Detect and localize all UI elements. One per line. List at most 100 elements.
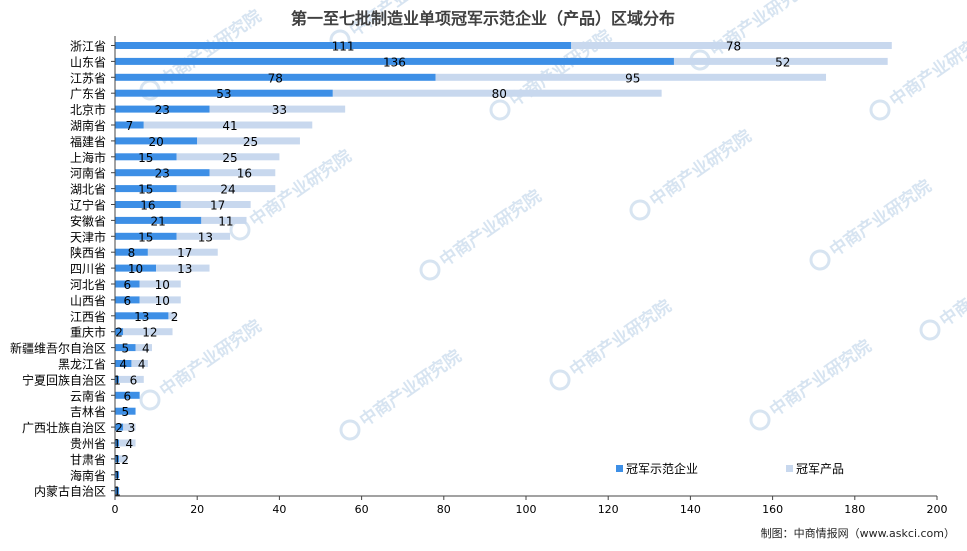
bar-enterprise bbox=[115, 471, 120, 479]
data-label-enterprise: 15 bbox=[138, 183, 153, 197]
data-label-enterprise: 15 bbox=[138, 230, 153, 244]
legend: 冠军示范企业 冠军产品 bbox=[616, 461, 844, 476]
watermark-logo-icon bbox=[919, 319, 941, 341]
bar-enterprise bbox=[115, 153, 177, 161]
x-tick-label: 140 bbox=[680, 503, 701, 516]
data-label-enterprise: 1 bbox=[113, 485, 121, 499]
data-label-enterprise: 78 bbox=[268, 71, 283, 85]
data-label-enterprise: 8 bbox=[128, 246, 136, 260]
x-tick-label: 180 bbox=[844, 503, 865, 516]
category-label: 宁夏回族自治区 bbox=[22, 372, 106, 387]
bar-product bbox=[168, 312, 177, 320]
category-label: 广东省 bbox=[70, 87, 106, 101]
bar-product bbox=[156, 264, 210, 272]
bar-product bbox=[123, 423, 136, 431]
bar-enterprise bbox=[115, 169, 210, 177]
bar-product bbox=[143, 121, 313, 129]
watermark-text: 中商产业研究院 bbox=[356, 346, 466, 431]
data-label-product: 16 bbox=[237, 167, 252, 181]
data-label-enterprise: 10 bbox=[128, 262, 143, 276]
bar-enterprise bbox=[115, 312, 169, 320]
category-label: 广西壮族自治区 bbox=[22, 421, 106, 435]
watermark-text: 中商产业研究院 bbox=[436, 186, 546, 271]
watermark-text: 中商产业研究院 bbox=[706, 0, 816, 61]
category-label: 贵州省 bbox=[70, 437, 106, 451]
category-label: 山东省 bbox=[70, 55, 106, 69]
data-label-enterprise: 23 bbox=[155, 103, 170, 117]
data-label-enterprise: 13 bbox=[134, 310, 149, 324]
watermark-mark: 中商产业研究院 bbox=[749, 336, 875, 431]
data-label-enterprise: 16 bbox=[140, 199, 155, 213]
bar-product bbox=[139, 280, 181, 288]
data-label-product: 4 bbox=[126, 437, 134, 451]
data-label-enterprise: 2 bbox=[115, 326, 123, 340]
data-label-enterprise: 2 bbox=[115, 421, 123, 435]
bar-product bbox=[139, 296, 181, 304]
x-tick-label: 60 bbox=[355, 503, 369, 516]
data-label-enterprise: 20 bbox=[148, 135, 163, 149]
bar-product bbox=[209, 105, 346, 113]
category-label: 重庆市 bbox=[70, 325, 106, 340]
data-label-enterprise: 15 bbox=[138, 151, 153, 165]
x-tick-label: 100 bbox=[516, 503, 537, 516]
bar-enterprise bbox=[115, 201, 181, 208]
data-label-product: 13 bbox=[177, 262, 192, 276]
category-label: 吉林省 bbox=[70, 405, 106, 419]
watermark-logo-icon bbox=[549, 369, 571, 391]
legend-label: 冠军示范企业 bbox=[626, 461, 698, 476]
data-label-product: 78 bbox=[726, 40, 741, 54]
watermark-text: 中商产业研究院 bbox=[566, 296, 676, 381]
watermark-mark: 中商产业研究院 bbox=[869, 26, 967, 121]
category-label: 安徽省 bbox=[70, 213, 106, 228]
watermark-mark: 中商产业研究院 bbox=[339, 346, 466, 441]
data-label-enterprise: 4 bbox=[119, 358, 127, 372]
watermark-logo-icon bbox=[809, 249, 831, 271]
category-label: 四川省 bbox=[70, 262, 106, 276]
axis-layer: 0 20 40 60 80 100 120 140 160 180 200 bbox=[112, 36, 948, 516]
category-label: 江西省 bbox=[70, 310, 106, 324]
watermark-mark: 中商产业研究院 bbox=[809, 176, 935, 271]
watermark-text: 中商产业研究院 bbox=[886, 26, 967, 111]
category-label: 河南省 bbox=[70, 166, 106, 181]
data-label-enterprise: 5 bbox=[121, 342, 129, 356]
category-label: 天津市 bbox=[70, 229, 106, 244]
bar-enterprise bbox=[115, 280, 140, 288]
x-tick-label: 0 bbox=[112, 503, 119, 516]
data-label-enterprise: 1 bbox=[113, 437, 121, 451]
bar-enterprise bbox=[115, 328, 124, 336]
watermark-mark: 中商产业研究院 bbox=[549, 296, 676, 391]
bar-enterprise bbox=[115, 248, 148, 256]
bar-product bbox=[119, 455, 128, 463]
bar-enterprise bbox=[115, 455, 120, 463]
bar-enterprise bbox=[115, 407, 136, 415]
data-label-enterprise: 53 bbox=[216, 87, 231, 101]
x-tick-label: 80 bbox=[437, 503, 451, 516]
category-label: 云南省 bbox=[70, 388, 106, 403]
data-label-product: 4 bbox=[138, 358, 146, 372]
watermark-mark: 中商产业研究院 bbox=[419, 186, 546, 281]
data-label-product: 95 bbox=[625, 71, 640, 85]
bar-product bbox=[332, 89, 662, 97]
category-label: 内蒙古自治区 bbox=[34, 484, 106, 499]
bar-enterprise bbox=[115, 423, 124, 431]
data-label-product: 10 bbox=[155, 294, 170, 308]
watermark-logo-icon bbox=[869, 99, 891, 121]
category-label: 海南省 bbox=[70, 468, 106, 483]
watermark-logo-icon bbox=[339, 419, 361, 441]
watermark-logo-icon bbox=[689, 49, 711, 71]
category-label: 江苏省 bbox=[70, 71, 106, 85]
watermark-mark: 中商产业研究院 bbox=[229, 146, 355, 241]
bar-product bbox=[123, 328, 173, 336]
data-label-product: 4 bbox=[142, 342, 150, 356]
bar-enterprise bbox=[115, 137, 198, 145]
bar-enterprise bbox=[115, 73, 436, 81]
x-tick-label: 20 bbox=[190, 503, 204, 516]
bar-enterprise bbox=[115, 487, 120, 495]
watermark-logo-icon bbox=[419, 259, 441, 281]
bar-enterprise bbox=[115, 439, 120, 447]
data-label-enterprise: 23 bbox=[155, 167, 170, 181]
watermark-mark: 中商产业研究院 bbox=[629, 126, 755, 221]
data-label-product: 12 bbox=[142, 326, 157, 340]
